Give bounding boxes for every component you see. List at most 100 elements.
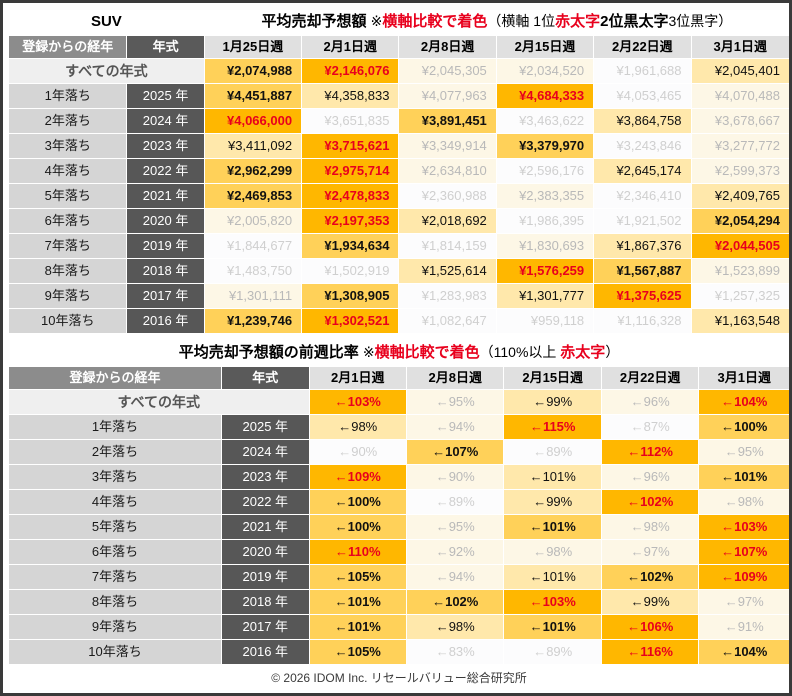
row-label-age: 2年落ち [9,109,127,133]
resale-price-table: SUV 平均売却予想額 ※横軸比較で着色（横軸 1位赤太字2位黒太字3位黒字） 登録… [8,7,790,334]
ratio-cell: ←99% [504,490,601,514]
row-label-age: 4年落ち [9,159,127,183]
ratio-cell: ←103% [699,515,789,539]
price-cell: ¥3,277,772 [691,134,789,158]
title-rank3: 3位黒字） [668,13,733,29]
ratio-cell: ←105% [309,640,406,664]
title-note-mark: ※ [362,344,375,360]
title-main: 平均売却予想額の前週比率 [178,344,359,361]
row-label-year: 2022 年 [127,159,204,183]
price-cell: ¥2,018,692 [399,209,496,233]
ratio-cell: ←98% [601,515,699,539]
ratio-cell: ←97% [699,590,789,614]
header-week-6: 3月1日週 [691,36,789,58]
price-cell: ¥2,044,505 [691,234,789,258]
table-row: 3年落ち 2023 年 ←109% ←90% ←101% ←96% ←101% [9,465,789,489]
ratio-cell: ←96% [601,390,699,414]
ratio-cell: ←100% [309,490,406,514]
weekly-ratio-table: 平均売却予想額の前週比率 ※横軸比較で着色（110%以上 赤太字） 登録からの経年… [8,338,790,665]
price-cell: ¥1,082,647 [399,309,496,333]
price-cell: ¥1,163,548 [691,309,789,333]
header-age-label: 登録からの経年 [9,36,127,58]
price-cell: ¥2,360,988 [399,184,496,208]
price-cell: ¥2,469,853 [204,184,302,208]
table-row: すべての年式 ¥2,074,988 ¥2,146,076 ¥2,045,305 ¥2,0… [9,59,789,83]
row-label-age: 9年落ち [9,284,127,308]
row-label-age: 1年落ち [9,84,127,108]
price-cell: ¥2,346,410 [594,184,691,208]
price-cell: ¥2,596,176 [496,159,594,183]
table-row: 2年落ち 2024 年 ¥4,066,000 ¥3,651,835 ¥3,891,451… [9,109,789,133]
category-title: SUV [9,8,204,35]
header-year-label: 年式 [127,36,204,58]
price-cell: ¥1,867,376 [594,234,691,258]
price-cell: ¥2,034,520 [496,59,594,83]
footer-table: © 2026 IDOM Inc. リセールバリュー総合研究所 [8,665,790,691]
row-label-year: 2018 年 [127,259,204,283]
row-label-year: 2019 年 [127,234,204,258]
ratio-cell: ←89% [406,490,504,514]
ratio-cell: ←105% [309,565,406,589]
ratio-cell: ←87% [601,415,699,439]
row-label-age: 10年落ち [9,309,127,333]
title-note-colored: 横軸比較で着色 [382,13,488,30]
table-row: 3年落ち 2023 年 ¥3,411,092 ¥3,715,621 ¥3,349,914… [9,134,789,158]
row-label-year: 2016 年 [222,640,309,664]
price-cell: ¥2,409,765 [691,184,789,208]
table-row: 7年落ち 2019 年 ←105% ←94% ←101% ←102% ←109% [9,565,789,589]
table-row: 8年落ち 2018 年 ←101% ←102% ←103% ←99% ←97% [9,590,789,614]
ratio-cell: ←89% [504,640,601,664]
table-row: 2年落ち 2024 年 ←90% ←107% ←89% ←112% ←95% [9,440,789,464]
row-label-year: 2017 年 [222,615,309,639]
price-cell: ¥2,005,820 [204,209,302,233]
title-main: 平均売却予想額 [261,13,367,30]
ratio-cell: ←104% [699,390,789,414]
price-cell: ¥1,116,328 [594,309,691,333]
ratio-cell: ←96% [601,465,699,489]
price-cell: ¥4,451,887 [204,84,302,108]
row-label-age: 5年落ち [9,515,222,539]
ratio-cell: ←112% [601,440,699,464]
price-cell: ¥1,257,325 [691,284,789,308]
price-cell: ¥2,478,833 [302,184,399,208]
ratio-cell: ←107% [406,440,504,464]
row-label-age: 3年落ち [9,134,127,158]
row-label-year: 2017 年 [127,284,204,308]
header-week-1: 2月1日週 [309,367,406,389]
ratio-cell: ←90% [406,465,504,489]
row-label-age: 2年落ち [9,440,222,464]
ratio-cell: ←94% [406,415,504,439]
row-label-age: 9年落ち [9,615,222,639]
table-row: 1年落ち 2025 年 ¥4,451,887 ¥4,358,833 ¥4,077,963… [9,84,789,108]
row-label-age: 1年落ち [9,415,222,439]
price-cell: ¥1,830,693 [496,234,594,258]
ratio-cell: ←94% [406,565,504,589]
title-rank1: 赤太字 [555,13,601,30]
price-cell: ¥2,634,810 [399,159,496,183]
table-gap [8,334,784,338]
price-cell: ¥4,684,333 [496,84,594,108]
price-cell: ¥4,358,833 [302,84,399,108]
ratio-cell: ←100% [699,415,789,439]
row-label-age: 5年落ち [9,184,127,208]
price-cell: ¥1,961,688 [594,59,691,83]
table-row: 7年落ち 2019 年 ¥1,844,677 ¥1,934,634 ¥1,814,159… [9,234,789,258]
price-cell: ¥1,302,521 [302,309,399,333]
ratio-cell: ←101% [309,615,406,639]
ratio-cell: ←95% [699,440,789,464]
price-cell: ¥2,645,174 [594,159,691,183]
price-cell: ¥3,715,621 [302,134,399,158]
price-cell: ¥2,962,299 [204,159,302,183]
ratio-cell: ←99% [601,590,699,614]
price-cell: ¥3,463,622 [496,109,594,133]
price-cell: ¥2,074,988 [204,59,302,83]
row-label-year: 2020 年 [222,540,309,564]
table-row: 5年落ち 2021 年 ¥2,469,853 ¥2,478,833 ¥2,360,988… [9,184,789,208]
row-label-age: 4年落ち [9,490,222,514]
ratio-cell: ←103% [309,390,406,414]
row-label-year: 2023 年 [127,134,204,158]
price-cell: ¥1,844,677 [204,234,302,258]
row-label-age: 10年落ち [9,640,222,664]
table-row: 8年落ち 2018 年 ¥1,483,750 ¥1,502,919 ¥1,525,614… [9,259,789,283]
